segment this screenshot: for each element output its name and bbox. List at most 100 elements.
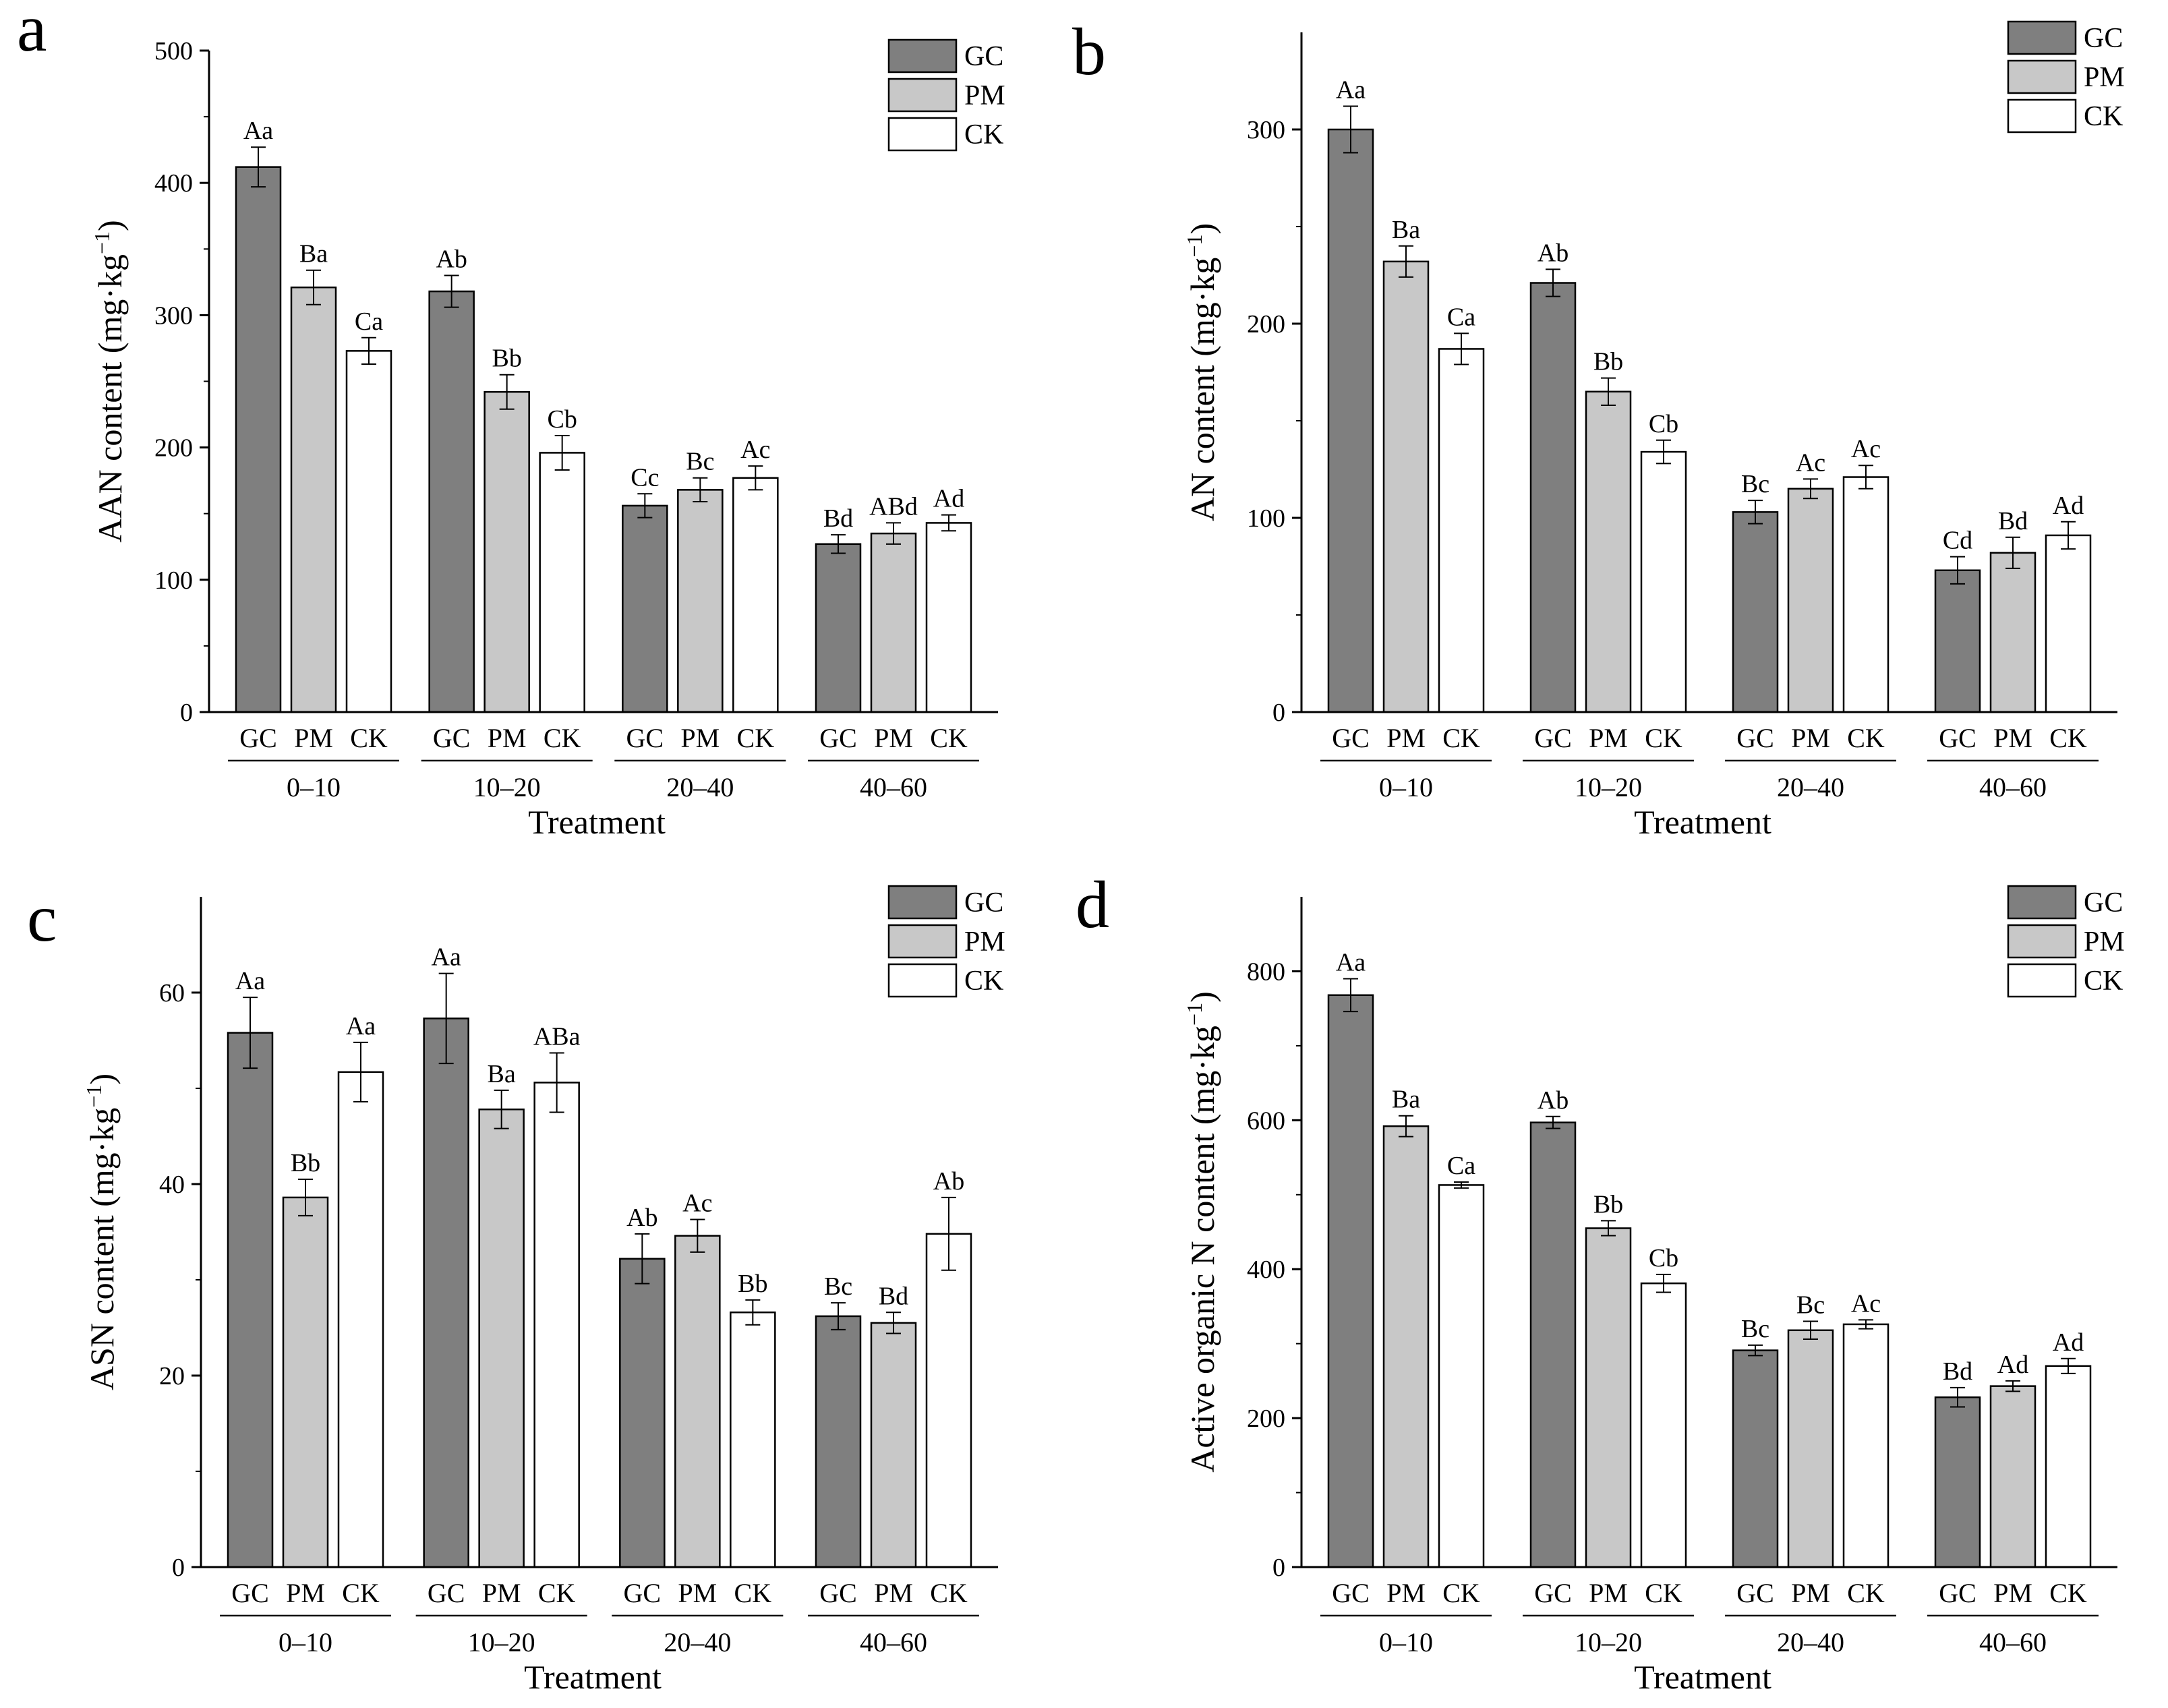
x-tick-label: CK [1847, 1578, 1885, 1608]
category-label: 0–10 [279, 1627, 332, 1657]
x-tick-label: GC [433, 723, 471, 753]
bar-CK-0 [345, 350, 392, 713]
panel-a: a Aa Ab Cc Bd Ba Bb Bc ABd Ca Cb Ac Ad 0 100 200 300 400 5… [17, 0, 1005, 841]
panel-letter: b [1072, 14, 1106, 89]
significance-label: Aa [1336, 76, 1366, 104]
y-tick-label: 200 [154, 434, 193, 463]
bar-GC-1 [1529, 282, 1577, 713]
legend-label: GC [964, 887, 1003, 918]
legend-swatch-GC [887, 38, 958, 73]
significance-label: Ad [2053, 492, 2084, 520]
bar-GC-3 [815, 1315, 862, 1568]
x-tick-label: CK [2049, 723, 2087, 753]
y-axis-label: Active organic N content (mg·kg [1183, 1026, 1221, 1473]
x-tick-label: GC [624, 1578, 662, 1608]
y-tick-label: 0 [180, 699, 193, 727]
x-tick-label: CK [734, 1578, 772, 1608]
significance-label: Bb [291, 1149, 320, 1177]
x-tick-label: PM [1993, 723, 2032, 753]
legend-label: CK [2084, 966, 2123, 997]
bar-CK-0 [1438, 348, 1485, 713]
legend-swatch-CK [2007, 963, 2077, 998]
legend-label: PM [2084, 926, 2125, 958]
bar-CK-3 [2045, 534, 2092, 713]
significance-label: Ac [682, 1189, 712, 1218]
bar-CK-2 [730, 1312, 776, 1568]
category-label: 20–40 [1777, 1627, 1844, 1657]
x-tick-label: CK [544, 723, 581, 753]
significance-label: Bc [824, 1272, 852, 1301]
legend-label: CK [964, 966, 1003, 997]
y-axis-unit-close: ) [83, 1073, 121, 1085]
x-tick-label: GC [1534, 723, 1572, 753]
legend-swatch-CK [887, 963, 958, 998]
y-axis-unit-exponent: −1 [1182, 1003, 1206, 1026]
bar-PM-2 [674, 1235, 721, 1568]
significance-label: Bd [1998, 507, 2028, 535]
legend-swatch-PM [2007, 924, 2077, 959]
panel-letter: a [17, 0, 47, 65]
legend-label: PM [2084, 62, 2125, 93]
x-tick-label: CK [1645, 723, 1682, 753]
significance-label: Ab [1537, 1086, 1569, 1115]
bar-GC-1 [423, 1018, 469, 1568]
legend-swatch-PM [2007, 59, 2077, 94]
category-label: 20–40 [666, 772, 734, 802]
x-tick-label: GC [1332, 1578, 1370, 1608]
y-axis-unit-exponent: −1 [82, 1085, 106, 1108]
category-label: 40–60 [860, 1627, 927, 1657]
significance-label: Ca [1447, 303, 1475, 331]
y-tick-label: 800 [1247, 958, 1285, 986]
legend-swatch-GC [2007, 20, 2077, 55]
legend-label: PM [964, 80, 1005, 111]
x-tick-label: CK [1442, 1578, 1480, 1608]
y-tick-label: 0 [1272, 1554, 1285, 1582]
x-tick-label: GC [231, 1578, 269, 1608]
significance-label: Aa [243, 117, 273, 145]
significance-label: Aa [235, 967, 265, 995]
x-tick-label: PM [874, 723, 913, 753]
bar-PM-1 [478, 1108, 525, 1568]
category-label: 0–10 [1379, 772, 1433, 802]
significance-label: Ac [1851, 435, 1881, 463]
x-tick-label: CK [2049, 1578, 2087, 1608]
significance-label: Ad [2053, 1328, 2084, 1357]
panel-letter: c [27, 881, 57, 955]
significance-label: Ac [740, 436, 770, 464]
bar-GC-2 [1732, 511, 1779, 713]
category-label: 40–60 [860, 772, 927, 802]
bar-GC-1 [428, 290, 475, 713]
significance-label: Cb [547, 405, 577, 434]
bar-GC-0 [1327, 994, 1374, 1568]
x-tick-label: CK [342, 1578, 380, 1608]
y-tick-label: 0 [172, 1554, 185, 1582]
y-tick-label: 500 [154, 37, 193, 65]
x-tick-label: PM [1386, 723, 1426, 753]
category-label: 10–20 [1575, 1627, 1642, 1657]
x-tick-label: PM [1993, 1578, 2032, 1608]
x-tick-label: PM [294, 723, 333, 753]
legend-swatch-CK [2007, 98, 2077, 134]
panel-b: b Aa Ab Bc Cd Ba Bb Ac Bd Ca Cb Ac Ad 0 100 200 300 AN co… [1072, 14, 2125, 841]
bar-CK-0 [1438, 1184, 1485, 1568]
category-label: 0–10 [1379, 1627, 1433, 1657]
x-tick-label: PM [1791, 723, 1830, 753]
x-tick-label: GC [819, 1578, 857, 1608]
y-tick-label: 300 [154, 301, 193, 330]
significance-label: Ab [436, 245, 467, 274]
x-tick-label: PM [286, 1578, 325, 1608]
x-tick-label: CK [1847, 723, 1885, 753]
significance-label: Ba [1392, 216, 1420, 244]
y-tick-label: 40 [159, 1171, 185, 1199]
y-axis-title: AAN content (mg·kg−1) [90, 220, 129, 542]
legend-swatch-CK [887, 117, 958, 152]
y-axis-unit-exponent: −1 [90, 231, 114, 254]
significance-label: Bd [1943, 1357, 1972, 1386]
x-tick-label: PM [482, 1578, 521, 1608]
y-tick-label: 100 [154, 566, 193, 595]
x-tick-label: GC [428, 1578, 465, 1608]
bar-GC-1 [1529, 1121, 1577, 1568]
legend-label: GC [964, 41, 1003, 72]
y-axis-title: AN content (mg·kg−1) [1182, 223, 1221, 521]
